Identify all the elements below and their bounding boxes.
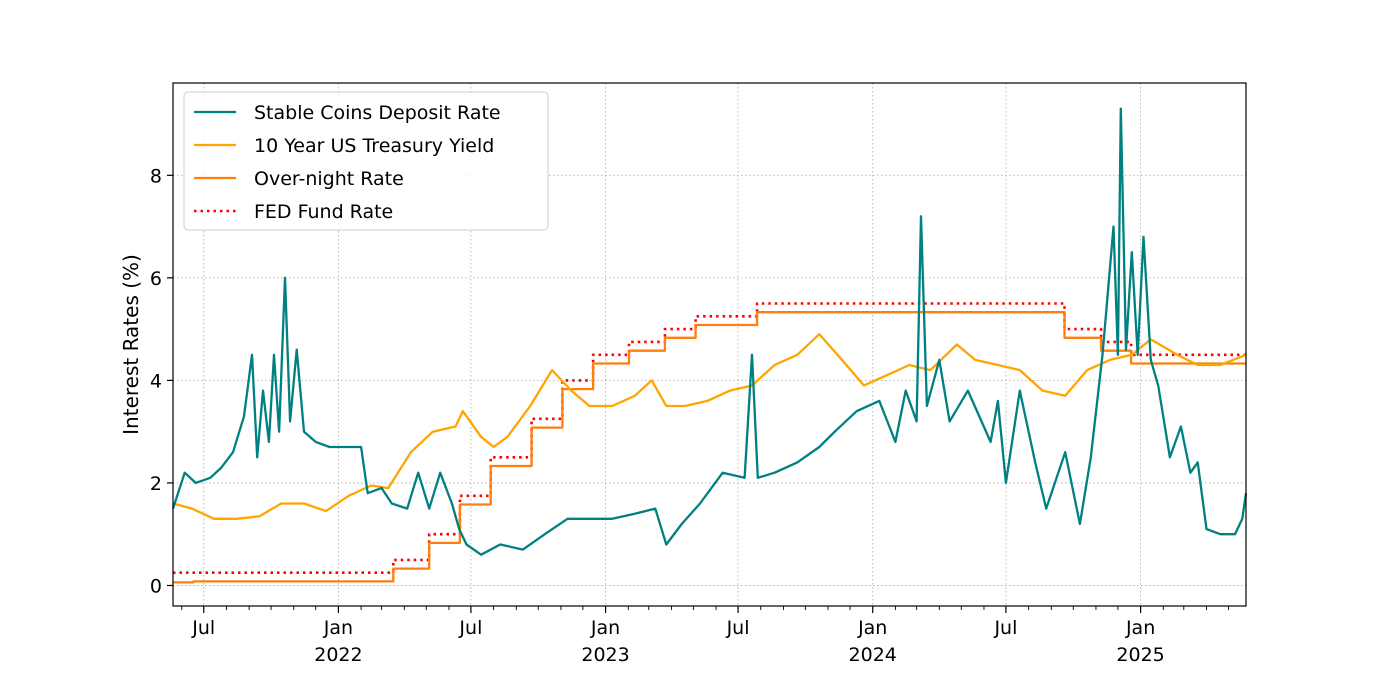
legend-label: Stable Coins Deposit Rate <box>254 102 501 124</box>
y-tick-label: 4 <box>150 370 162 392</box>
y-tick-label: 2 <box>150 473 162 495</box>
x-tick-label: Jul <box>993 617 1017 639</box>
plot-frame <box>172 82 1247 607</box>
grid-layer <box>173 83 1246 606</box>
x-tick-year-label: 2024 <box>849 644 897 666</box>
x-tick-label: Jul <box>458 617 482 639</box>
legend: Stable Coins Deposit Rate 10 Year US Trea… <box>183 91 549 231</box>
legend-label: Over-night Rate <box>254 168 404 190</box>
series-line-10-year-us-treasury-yield <box>172 333 1247 520</box>
y-tick-label: 6 <box>150 268 162 290</box>
x-tick-label: Jul <box>191 617 215 639</box>
x-tick-label: Jan <box>323 617 353 639</box>
legend-label: FED Fund Rate <box>254 201 393 223</box>
x-tick-label: Jan <box>590 617 620 639</box>
series-line-fed-fund-rate <box>173 302 1246 574</box>
legend-box <box>183 91 549 231</box>
tick-layer: 0 2 4 6 8 Jul Jan 2022 Jul Jan 2023 Jul Jan 2024 Jul Ja… <box>150 165 1229 666</box>
x-tick-label: Jan <box>1125 617 1155 639</box>
x-tick-year-label: 2025 <box>1116 644 1164 666</box>
y-tick-label: 8 <box>150 165 162 187</box>
x-tick-label: Jan <box>857 617 887 639</box>
legend-label: 10 Year US Treasury Yield <box>254 135 494 157</box>
x-tick-year-label: 2023 <box>581 644 629 666</box>
series-line-stable-coins-deposit-rate <box>171 107 1248 556</box>
series-layer <box>171 107 1248 584</box>
series-line-over-night-rate <box>173 311 1246 584</box>
y-tick-label: 0 <box>150 575 162 597</box>
y-axis-label: Interest Rates (%) <box>119 254 143 435</box>
x-tick-year-label: 2022 <box>314 644 362 666</box>
x-tick-label: Jul <box>726 617 750 639</box>
